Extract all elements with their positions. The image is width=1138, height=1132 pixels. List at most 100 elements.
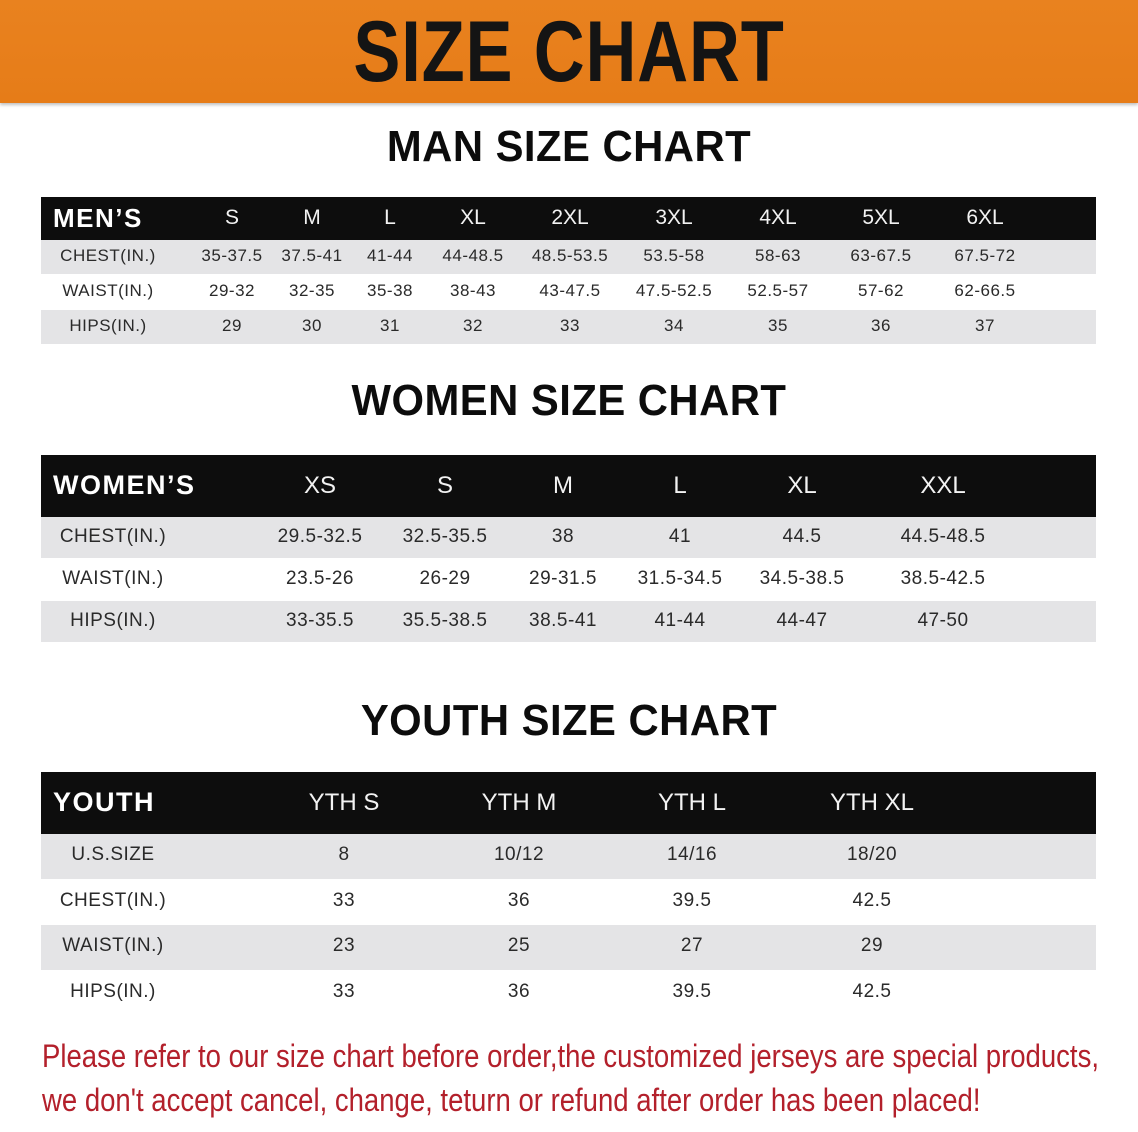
women-size-header: L [673,471,687,499]
women-size-header: XXL [920,471,966,499]
men-size-header: L [384,205,396,229]
youth-header-label: YOUTH [53,786,155,817]
men-value-cell: 34 [664,316,684,336]
youth-value-cell: 36 [507,980,531,1002]
men-header-label: MEN’S [53,202,143,233]
women-size-header: M [553,471,573,499]
men-value-cell: 36 [871,316,891,336]
women-value-cell: 26-29 [419,567,471,589]
youth-value-cell: 42.5 [852,889,892,911]
youth-table-row: CHEST(IN.) 33 36 39.5 42.5 [41,880,1096,925]
men-table-row: CHEST(IN.) 35-37.5 37.5-41 41-44 44-48.5 48.5… [41,240,1096,274]
women-value-cell: 33-35.5 [286,609,354,631]
men-value-cell: 30 [302,316,322,336]
men-size-header: 4XL [759,205,797,229]
youth-value-cell: 8 [338,844,350,866]
women-size-header: S [436,471,454,499]
women-size-header: XS [303,471,337,499]
women-value-cell: 44.5-48.5 [900,525,986,547]
youth-size-header: YTH S [308,788,380,816]
youth-row-label: WAIST(IN.) [62,935,164,957]
women-value-cell: 34.5-38.5 [759,567,845,589]
youth-value-cell: 42.5 [852,980,892,1002]
notice-line-2: we don't accept cancel, change, teturn o… [42,1082,981,1118]
women-size-header: XL [787,471,817,499]
men-value-cell: 37 [975,316,995,336]
youth-value-cell: 39.5 [672,889,712,911]
women-value-cell: 38.5-42.5 [900,567,986,589]
men-value-cell: 35-37.5 [201,246,263,266]
men-size-header: 2XL [551,205,589,229]
men-section-title: MAN SIZE CHART [386,122,752,171]
women-table-row: WAIST(IN.) 23.5-26 26-29 29-31.5 31.5-34.5 34… [41,559,1096,600]
youth-row-label: HIPS(IN.) [70,980,156,1002]
youth-value-cell: 23 [332,935,356,957]
men-value-cell: 62-66.5 [954,281,1016,301]
women-value-cell: 38 [551,525,575,547]
youth-value-cell: 27 [680,935,704,957]
youth-size-header: YTH M [481,788,557,816]
women-value-cell: 41-44 [654,609,706,631]
men-value-cell: 57-62 [858,281,904,301]
men-value-cell: 44-48.5 [442,246,504,266]
men-value-cell: 33 [560,316,580,336]
men-value-cell: 32 [463,316,483,336]
youth-table-row: U.S.SIZE 8 10/12 14/16 18/20 [41,834,1096,879]
youth-row-label: CHEST(IN.) [59,889,167,911]
youth-value-cell: 25 [507,935,531,957]
youth-table-row: WAIST(IN.) 23 25 27 29 [41,925,1096,970]
men-size-header: XL [460,205,486,229]
women-value-cell: 47-50 [917,609,969,631]
men-value-cell: 38-43 [450,281,496,301]
youth-value-cell: 29 [860,935,884,957]
women-header-label: WOMEN’S [53,469,196,500]
youth-value-cell: 39.5 [672,980,712,1002]
youth-value-cell: 33 [332,889,356,911]
women-value-cell: 38.5-41 [529,609,597,631]
women-table-row: CHEST(IN.) 29.5-32.5 32.5-35.5 38 41 44.5 44.5… [41,517,1096,558]
women-row-label: HIPS(IN.) [70,609,156,631]
women-section-title: WOMEN SIZE CHART [351,376,787,425]
women-row-label: CHEST(IN.) [59,525,167,547]
youth-table-row: HIPS(IN.) 33 36 39.5 42.5 [41,971,1096,1016]
men-size-header: 6XL [966,205,1004,229]
women-value-cell: 29-31.5 [529,567,597,589]
youth-value-cell: 18/20 [846,844,898,866]
men-value-cell: 52.5-57 [747,281,809,301]
men-value-cell: 41-44 [367,246,413,266]
youth-value-cell: 36 [507,889,531,911]
men-value-cell: 35 [768,316,788,336]
youth-row-label: U.S.SIZE [71,844,155,866]
notice-line-1: Please refer to our size chart before or… [42,1038,1099,1074]
men-table-row: HIPS(IN.) 29 30 31 32 33 34 35 36 37 [41,310,1096,344]
women-value-cell: 41 [668,525,692,547]
men-size-header: 3XL [655,205,693,229]
men-header-row: MEN’S S M L XL 2XL 3XL 4XL 5XL 6XL [41,197,1096,240]
men-table-row: WAIST(IN.) 29-32 32-35 35-38 38-43 43-47.5 47.… [41,275,1096,309]
youth-size-header: YTH L [657,788,727,816]
men-value-cell: 31 [380,316,400,336]
men-value-cell: 58-63 [755,246,801,266]
men-value-cell: 29 [222,316,242,336]
youth-section-title: YOUTH SIZE CHART [360,696,778,745]
men-row-label: CHEST(IN.) [60,246,156,266]
women-value-cell: 44-47 [776,609,828,631]
men-value-cell: 35-38 [367,281,413,301]
women-value-cell: 44.5 [782,525,822,547]
women-value-cell: 31.5-34.5 [637,567,723,589]
youth-value-cell: 33 [332,980,356,1002]
women-table-row: HIPS(IN.) 33-35.5 35.5-38.5 38.5-41 41-44 44-… [41,601,1096,642]
women-row-label: WAIST(IN.) [62,567,164,589]
men-value-cell: 37.5-41 [281,246,343,266]
women-value-cell: 32.5-35.5 [402,525,488,547]
men-value-cell: 29-32 [209,281,255,301]
men-value-cell: 48.5-53.5 [531,246,609,266]
men-value-cell: 67.5-72 [954,246,1016,266]
men-value-cell: 63-67.5 [850,246,912,266]
women-value-cell: 29.5-32.5 [277,525,363,547]
women-value-cell: 35.5-38.5 [402,609,488,631]
men-value-cell: 53.5-58 [643,246,705,266]
youth-header-row: YOUTH YTH S YTH M YTH L YTH XL [41,772,1096,834]
youth-value-cell: 14/16 [666,844,718,866]
youth-value-cell: 10/12 [493,844,545,866]
